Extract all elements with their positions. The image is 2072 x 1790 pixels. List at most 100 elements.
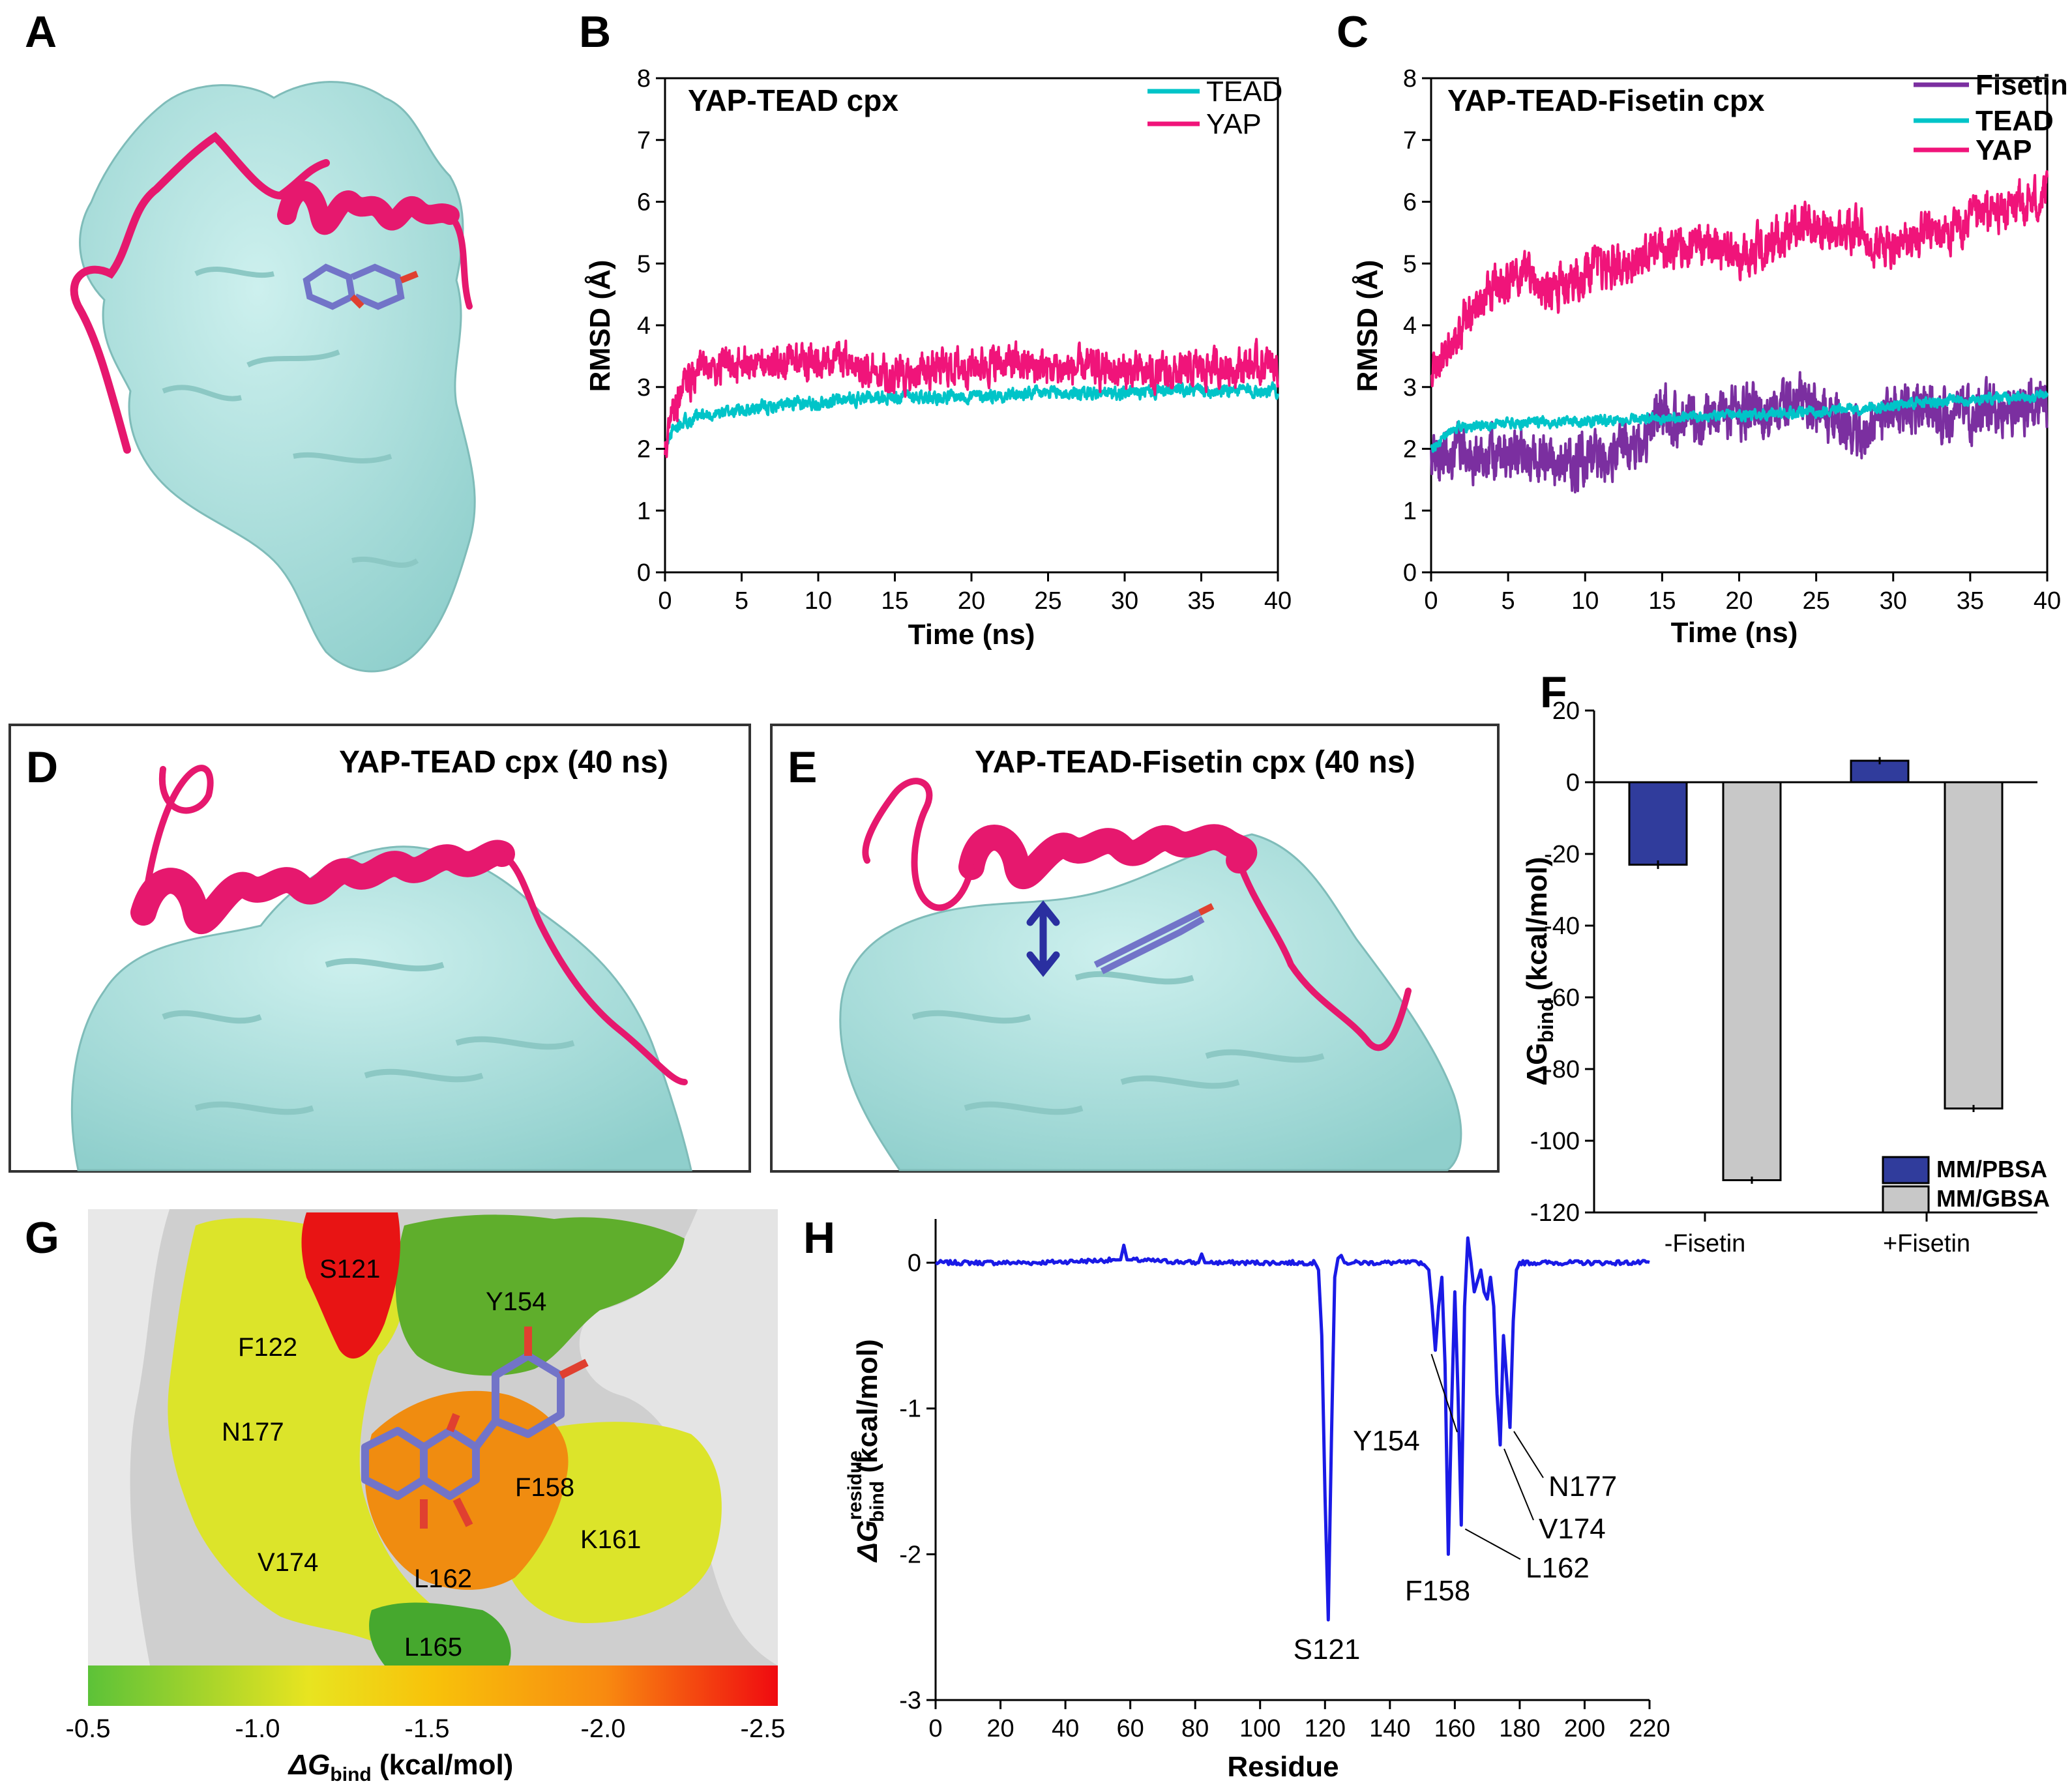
red-region-s121-g bbox=[301, 1212, 400, 1359]
x-axis-label-b: Time (ns) bbox=[908, 619, 1035, 651]
y-tick-label: -3 bbox=[899, 1687, 921, 1714]
x-axis-label-c: Time (ns) bbox=[1671, 617, 1798, 649]
panel-label-a: A bbox=[25, 7, 57, 57]
x-tick-label: 200 bbox=[1564, 1715, 1605, 1742]
plot-frame-c bbox=[1430, 77, 2049, 574]
y-tick-label: 20 bbox=[1552, 697, 1580, 725]
y-tick-label: 4 bbox=[637, 312, 651, 340]
annotation-leader bbox=[1430, 1353, 1458, 1433]
legend-swatch-gbsa-f bbox=[1882, 1185, 1930, 1214]
colorbar-tick-0: -0.5 bbox=[66, 1714, 111, 1743]
y-axis-label-b: RMSD (Å) bbox=[584, 260, 616, 392]
fisetin-ligand-e bbox=[1093, 903, 1215, 975]
y-tick-label: 6 bbox=[637, 189, 651, 216]
y-tick-label: -2 bbox=[899, 1541, 921, 1568]
yap-helix-e bbox=[958, 824, 1258, 889]
x-axis-label-h: Residue bbox=[1227, 1751, 1339, 1783]
y-axis-label-f-unit: (kcal/mol) bbox=[1521, 857, 1553, 999]
annotation-label: S121 bbox=[1294, 1634, 1361, 1665]
colorbar-g bbox=[88, 1665, 778, 1706]
colorbar-label-g: ΔGbind (kcal/mol) bbox=[288, 1749, 514, 1785]
annotation-leader bbox=[1513, 1431, 1544, 1478]
y-tick-label: 0 bbox=[1403, 559, 1417, 587]
residue-label-v174: V174 bbox=[258, 1548, 318, 1577]
y-tick-label: -20 bbox=[1544, 841, 1580, 868]
x-tick-label: 15 bbox=[1648, 587, 1676, 615]
axes-h bbox=[934, 1219, 1650, 1701]
x-tick-label: 180 bbox=[1499, 1715, 1540, 1742]
x-tick-label: +Fisetin bbox=[1883, 1230, 1970, 1257]
y-axis-label-h-sub: bind bbox=[866, 1481, 888, 1522]
panel-label-d: D bbox=[26, 742, 58, 792]
legend-label-tead-c: TEAD bbox=[1976, 105, 2054, 137]
residue-label-k161: K161 bbox=[580, 1525, 641, 1554]
x-tick-label: 0 bbox=[1424, 587, 1438, 615]
x-tick-label: 20 bbox=[986, 1715, 1014, 1742]
x-tick-label: 160 bbox=[1434, 1715, 1475, 1742]
fisetin-ligand-a bbox=[303, 263, 419, 310]
x-tick-label: 35 bbox=[1187, 587, 1215, 615]
y-axis-label-f: ΔGbind (kcal/mol) bbox=[1521, 857, 1558, 1085]
bar-mm-gbsa bbox=[1722, 781, 1782, 1181]
plot-frame-b bbox=[664, 77, 1279, 574]
chart-title-b: YAP-TEAD cpx bbox=[688, 83, 898, 117]
yap-ribbon-a bbox=[70, 132, 330, 454]
x-tick-label: 0 bbox=[658, 587, 672, 615]
x-tick-label: 30 bbox=[1111, 587, 1138, 615]
bars-f bbox=[1628, 757, 2004, 1184]
y-tick-label: 5 bbox=[1403, 250, 1417, 278]
y-axis-label-f-main: ΔG bbox=[1521, 1043, 1553, 1086]
yap-tail-a bbox=[447, 212, 473, 310]
series-line-tead bbox=[1430, 389, 2049, 453]
panel-title-d: YAP-TEAD cpx (40 ns) bbox=[339, 745, 668, 780]
legend-label-gbsa-f: MM/GBSA bbox=[1936, 1185, 2050, 1212]
x-tick-label: 20 bbox=[1725, 587, 1753, 615]
series-line-tead bbox=[664, 381, 1279, 450]
legend-swatch-pbsa-f bbox=[1882, 1156, 1930, 1184]
residue-label-f122: F122 bbox=[238, 1333, 297, 1362]
panel-b: B YAP-TEAD cpx TEAD YAP 0 5 10 15 20 25 30 35 40… bbox=[579, 7, 1292, 651]
annotation-label: V174 bbox=[1539, 1513, 1606, 1545]
panel-label-h: H bbox=[803, 1213, 835, 1263]
annotation-leader bbox=[1503, 1448, 1534, 1521]
x-tick-label: 40 bbox=[2034, 587, 2061, 615]
x-tick-label: -Fisetin bbox=[1665, 1230, 1746, 1257]
surface-ridge-left-g bbox=[88, 1209, 170, 1665]
y-axis-label-h-main: ΔG bbox=[851, 1520, 883, 1563]
annotation-label: L162 bbox=[1526, 1552, 1590, 1584]
series-layer-c bbox=[1430, 170, 2049, 493]
y-tick-label: -80 bbox=[1544, 1056, 1580, 1083]
y-ticks-b: 0 1 2 3 4 5 6 7 8 bbox=[637, 65, 665, 587]
annotation-label: F158 bbox=[1405, 1575, 1470, 1607]
x-tick-label: 140 bbox=[1369, 1715, 1410, 1742]
y-tick-label: 0 bbox=[908, 1250, 921, 1277]
y-tick-label: 6 bbox=[1403, 189, 1417, 216]
y-ticks-h: 0 -1 -2 -3 bbox=[899, 1250, 936, 1714]
y-tick-label: -60 bbox=[1544, 984, 1580, 1012]
fisetin-ligand-g bbox=[361, 1327, 589, 1529]
y-tick-label: 2 bbox=[1403, 436, 1417, 463]
x-tick-label: 30 bbox=[1880, 587, 1907, 615]
colorbar-tick-3: -2.0 bbox=[581, 1714, 626, 1743]
series-line-yap bbox=[1430, 170, 2049, 388]
series-layer-h bbox=[934, 1236, 1650, 1622]
colorbar-label-g-main: ΔG bbox=[288, 1749, 331, 1781]
green-region-l165-g bbox=[369, 1602, 511, 1665]
annotations-h: S121 Y154 F158 L162 V174 N177 bbox=[1294, 1353, 1617, 1665]
yap-helix-a bbox=[277, 181, 460, 235]
legend-c: Fisetin TEAD YAP bbox=[1914, 69, 2068, 166]
legend-label-yap-c: YAP bbox=[1976, 134, 2032, 166]
legend-label-yap-b: YAP bbox=[1206, 108, 1262, 140]
y-tick-label: 5 bbox=[637, 250, 651, 278]
x-ticks-b: 0 5 10 15 20 25 30 35 40 bbox=[658, 572, 1292, 615]
residue-label-n177: N177 bbox=[222, 1418, 284, 1446]
y-tick-label: 1 bbox=[1403, 497, 1417, 525]
y-axis-label-h-sup: residue bbox=[844, 1450, 866, 1520]
legend-b: TEAD YAP bbox=[1147, 76, 1282, 140]
green-region-y154-g bbox=[395, 1214, 685, 1376]
y-tick-label: 7 bbox=[637, 127, 651, 154]
x-tick-label: 5 bbox=[735, 587, 748, 615]
tead-surface-e bbox=[839, 833, 1462, 1171]
x-tick-label: 25 bbox=[1802, 587, 1829, 615]
